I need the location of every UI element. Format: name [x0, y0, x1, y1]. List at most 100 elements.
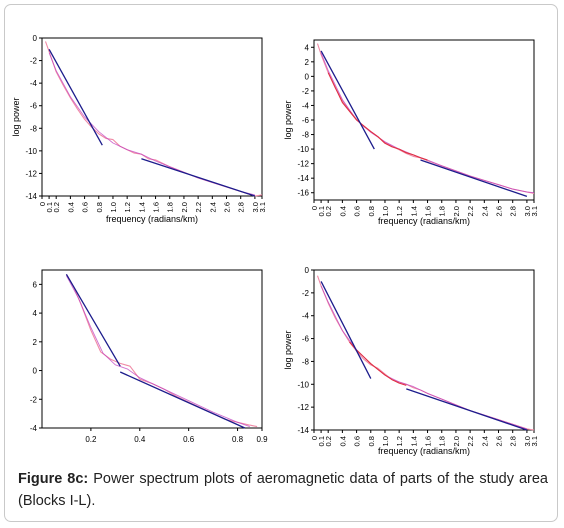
y-tick-label: 4	[33, 309, 38, 318]
x-tick-label: 1.6	[152, 202, 161, 212]
y-tick-label: -12	[297, 403, 309, 412]
x-tick-label: 1.0	[381, 436, 390, 446]
x-tick-label: 1.6	[424, 206, 433, 216]
x-tick-label: 1.8	[166, 202, 175, 212]
x-tick-label: 2.2	[466, 206, 475, 216]
x-tick-label: 0.6	[353, 436, 362, 446]
x-tick-label: 3.1	[258, 202, 267, 212]
y-tick-label: -2	[30, 57, 38, 66]
x-tick-label: 0.6	[81, 202, 90, 212]
x-tick-label: 1.0	[109, 202, 118, 212]
regression-line	[320, 50, 375, 150]
plot-area	[41, 269, 263, 429]
y-axis-label: log power	[283, 330, 293, 369]
x-tick-label: 0.1	[317, 436, 326, 446]
x-tick-label: 0	[310, 206, 319, 210]
y-tick-label: -4	[302, 101, 310, 110]
x-axis-label: frequency (radians/km)	[378, 446, 470, 456]
x-tick-label: 0.4	[134, 435, 146, 444]
x-tick-label: 0.8	[367, 436, 376, 446]
x-tick-label: 0.2	[324, 206, 333, 216]
x-tick-label: 0.8	[232, 435, 244, 444]
regression-line	[320, 281, 372, 379]
y-tick-label: -8	[302, 131, 310, 140]
y-tick-label: -12	[25, 169, 37, 178]
red-fit-curve	[349, 341, 407, 386]
x-tick-label: 1.4	[409, 206, 418, 216]
x-tick-label: 0.4	[66, 202, 75, 212]
y-axis-label: log power	[283, 100, 293, 139]
x-tick-label: 0.8	[367, 206, 376, 216]
y-tick-label: -2	[30, 395, 38, 404]
x-tick-label: 2.0	[452, 436, 461, 446]
x-tick-label: 3.1	[530, 436, 539, 446]
x-tick-label: 0.6	[353, 206, 362, 216]
x-tick-label: 1.2	[123, 202, 132, 212]
x-tick-label: 0.6	[183, 435, 195, 444]
x-tick-label: 2.4	[208, 202, 217, 212]
plot-area	[41, 37, 263, 197]
x-tick-label: 0.2	[324, 436, 333, 446]
y-tick-label: 2	[305, 58, 310, 67]
figure-caption: Figure 8c: Power spectrum plots of aerom…	[18, 468, 548, 512]
x-tick-label: 1.0	[381, 206, 390, 216]
plot-area	[313, 269, 535, 431]
y-tick-label: -16	[297, 189, 309, 198]
x-tick-label: 2.6	[495, 436, 504, 446]
y-tick-label: -6	[302, 116, 310, 125]
x-axis-label: frequency (radians/km)	[378, 216, 470, 226]
x-tick-label: 1.4	[409, 436, 418, 446]
x-tick-label: 0.8	[95, 202, 104, 212]
x-tick-label: 2.8	[509, 206, 518, 216]
regression-line	[48, 48, 103, 146]
y-tick-label: -4	[30, 424, 38, 433]
y-tick-label: -12	[297, 160, 309, 169]
y-tick-label: 2	[33, 338, 38, 347]
y-tick-label: 0	[305, 266, 310, 275]
x-tick-label: 2.0	[452, 206, 461, 216]
x-tick-label: 2.6	[223, 202, 232, 212]
x-tick-label: 0.4	[338, 206, 347, 216]
x-tick-label: 1.6	[424, 436, 433, 446]
regression-line	[119, 371, 246, 429]
x-tick-label: 2.2	[466, 436, 475, 446]
smoothed-spectrum-line	[66, 275, 250, 428]
x-tick-label: 2.8	[237, 202, 246, 212]
x-tick-label: 3.0	[251, 202, 260, 212]
x-tick-label: 1.8	[438, 436, 447, 446]
red-fit-curve	[327, 72, 428, 161]
x-tick-label: 0.1	[45, 202, 54, 212]
y-tick-label: 0	[33, 34, 38, 43]
x-axis-label: frequency (radians/km)	[106, 214, 198, 224]
x-tick-label: 3.1	[530, 206, 539, 216]
x-tick-label: 0	[38, 202, 47, 206]
caption-label: Figure 8c:	[18, 471, 89, 487]
regression-line	[406, 388, 528, 431]
y-tick-label: -10	[25, 147, 37, 156]
y-tick-label: -14	[25, 192, 37, 201]
x-tick-label: 0.1	[317, 206, 326, 216]
plot-area	[313, 39, 535, 201]
y-tick-label: -10	[297, 380, 309, 389]
y-tick-label: 0	[305, 72, 310, 81]
x-tick-label: 3.0	[523, 436, 532, 446]
x-tick-label: 0.9	[256, 435, 268, 444]
y-tick-label: -4	[302, 312, 310, 321]
y-tick-label: 0	[33, 367, 38, 376]
y-tick-label: 4	[305, 43, 310, 52]
y-tick-label: -4	[30, 79, 38, 88]
x-tick-label: 0	[310, 436, 319, 440]
y-tick-label: 6	[33, 280, 38, 289]
regression-line	[141, 158, 256, 197]
y-tick-label: -14	[297, 426, 309, 435]
x-tick-label: 1.4	[137, 202, 146, 212]
y-tick-label: -6	[302, 335, 310, 344]
x-tick-label: 1.2	[395, 206, 404, 216]
x-tick-label: 1.8	[438, 206, 447, 216]
x-tick-label: 0.2	[85, 435, 97, 444]
x-tick-label: 2.6	[495, 206, 504, 216]
y-tick-label: -8	[30, 124, 38, 133]
